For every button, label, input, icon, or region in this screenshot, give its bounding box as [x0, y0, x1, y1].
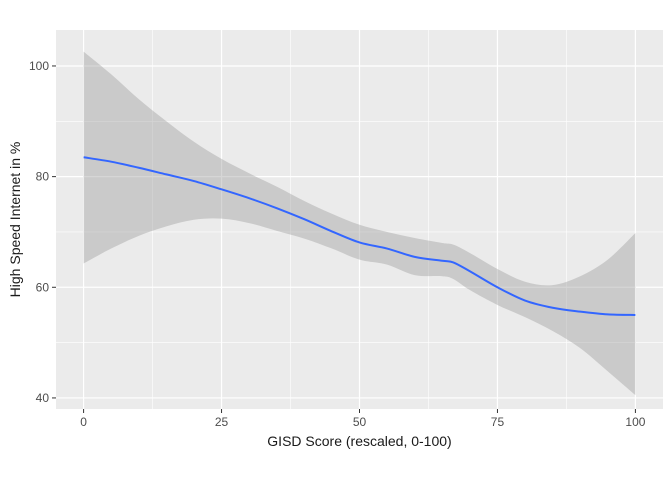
- y-tick-label: 100: [29, 59, 49, 73]
- y-tick-label: 60: [36, 280, 50, 294]
- smooth-line: [83, 156, 636, 316]
- x-tick-label: 0: [80, 415, 87, 429]
- x-tick-label: 25: [215, 415, 229, 429]
- x-axis-ticks: 0 25 50 75 100: [80, 409, 646, 429]
- x-tick-label: 100: [625, 415, 645, 429]
- x-axis-title: GISD Score (rescaled, 0-100): [267, 433, 451, 449]
- y-axis-ticks: 40 60 80 100: [29, 59, 56, 405]
- x-tick-label: 50: [353, 415, 367, 429]
- y-tick-label: 40: [36, 391, 50, 405]
- y-tick-label: 80: [36, 170, 50, 184]
- major-gridlines: [56, 30, 663, 409]
- y-axis-title: High Speed Internet in %: [7, 142, 23, 298]
- x-tick-label: 75: [491, 415, 505, 429]
